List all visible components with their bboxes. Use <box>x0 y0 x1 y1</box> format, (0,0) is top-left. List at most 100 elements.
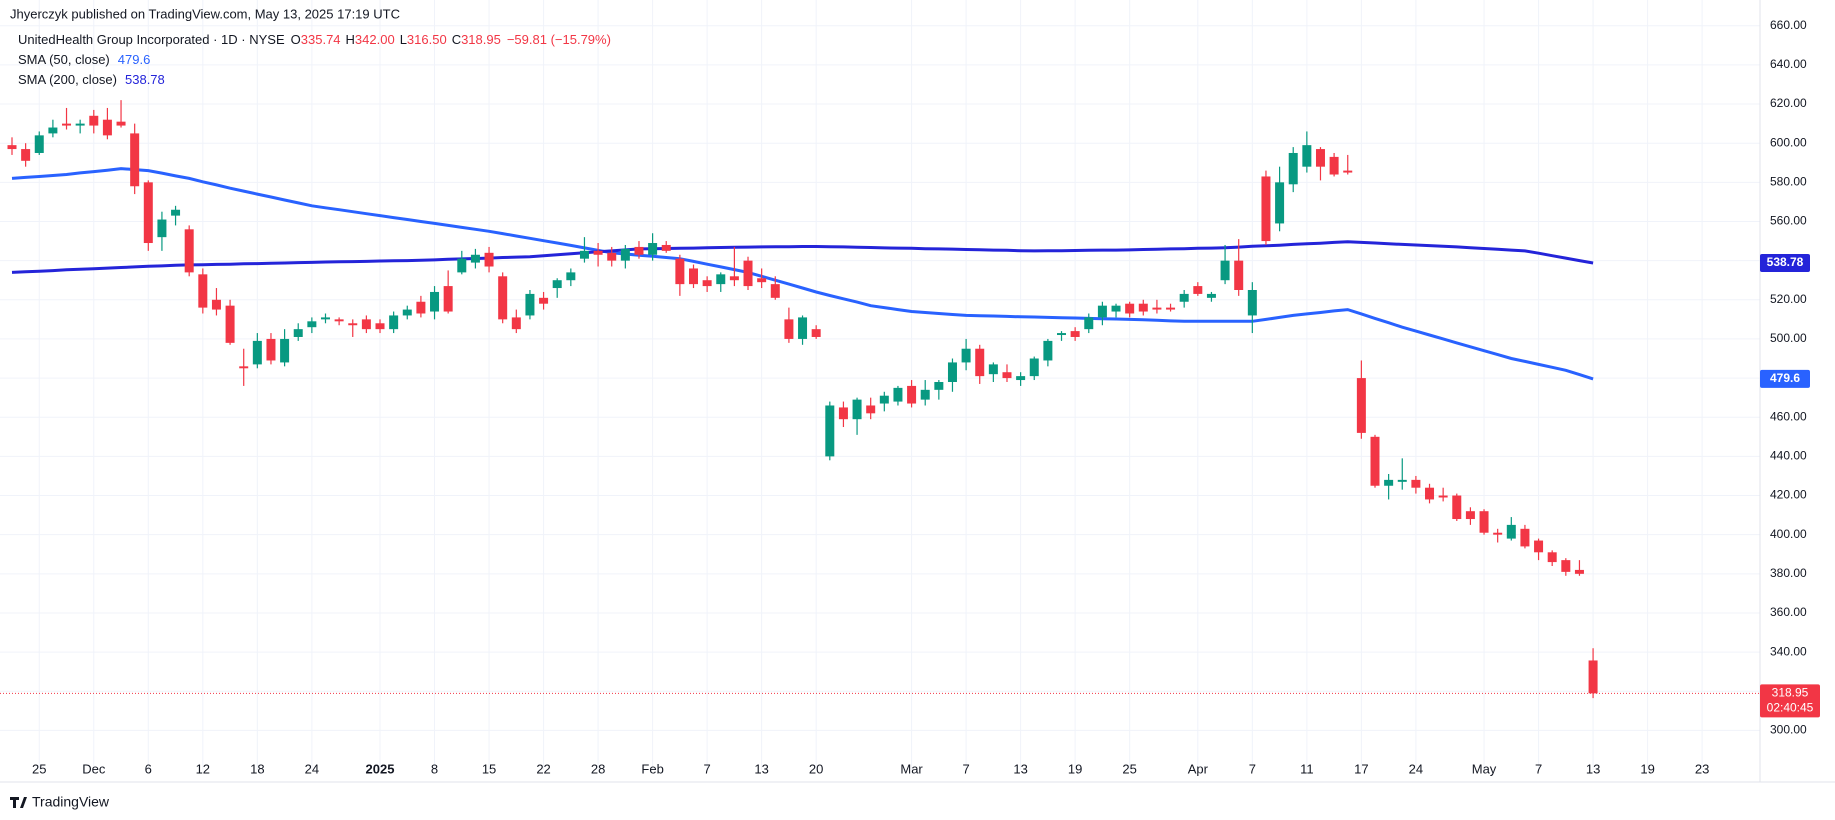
sma-price-badge <box>1760 369 1810 388</box>
last-price-label: 318.95 <box>1772 686 1809 700</box>
candle-body <box>716 274 726 285</box>
grid <box>0 0 1760 770</box>
x-tick-label: 7 <box>704 761 711 776</box>
candle-body <box>770 284 780 298</box>
candle-body <box>634 246 644 255</box>
candle-body <box>102 119 112 136</box>
candle-body <box>1206 293 1216 298</box>
candle-body <box>1411 479 1421 488</box>
x-tick-label: 28 <box>591 761 605 776</box>
candle-body <box>402 309 412 316</box>
candle-body <box>171 209 181 216</box>
y-tick-label: 440.00 <box>1770 449 1807 463</box>
sma-line <box>11 167 1594 381</box>
candle-body <box>457 258 467 273</box>
candle-body <box>498 276 508 320</box>
symbol-title: UnitedHealth Group Incorporated · 1D · N… <box>18 32 285 47</box>
candle-body <box>825 405 835 457</box>
candle-body <box>443 286 453 312</box>
y-tick-label: 580.00 <box>1770 175 1807 189</box>
candle-body <box>920 389 930 400</box>
ohlc-key: L <box>400 32 407 47</box>
candle-body <box>1084 317 1094 330</box>
candle-body <box>1574 569 1584 574</box>
x-tick-label: 25 <box>1122 761 1136 776</box>
x-tick-label: 7 <box>1249 761 1256 776</box>
candle-body <box>430 291 440 312</box>
candle-body <box>811 329 821 337</box>
candle-body <box>907 385 917 404</box>
candle-body <box>661 244 671 251</box>
candle-body <box>961 348 971 363</box>
sma-name: SMA (50, close) <box>18 52 110 67</box>
sma-price-label: 479.6 <box>1770 371 1800 385</box>
x-tick-label: 15 <box>482 761 496 776</box>
candle-body <box>1220 260 1230 281</box>
candle-body <box>798 317 808 339</box>
y-tick-label: 460.00 <box>1770 409 1807 423</box>
candle-body <box>62 123 72 126</box>
candle-body <box>157 219 167 238</box>
candle-body <box>307 321 317 328</box>
candle-body <box>1343 170 1353 173</box>
candle-body <box>239 366 249 369</box>
x-tick-label: 24 <box>305 761 319 776</box>
x-tick-label: 23 <box>1695 761 1709 776</box>
candle-body <box>620 248 630 261</box>
sma-price-label: 538.78 <box>1767 255 1804 269</box>
x-tick-label: Dec <box>82 761 106 776</box>
y-tick-label: 380.00 <box>1770 566 1807 580</box>
y-tick-label: 360.00 <box>1770 605 1807 619</box>
candle-body <box>975 348 985 377</box>
sma-value: 479.6 <box>118 52 151 67</box>
candle-body <box>607 252 617 261</box>
candle-body <box>1247 290 1257 316</box>
x-tick-label: 13 <box>1013 761 1027 776</box>
candle-body <box>1452 495 1462 520</box>
candle-body <box>375 323 385 330</box>
candle-body <box>252 340 262 365</box>
candle-body <box>934 382 944 390</box>
candle-body <box>416 301 426 314</box>
candle-body <box>1029 358 1039 377</box>
candle-body <box>866 405 876 414</box>
candle-body <box>320 317 330 320</box>
candle-body <box>1193 286 1203 294</box>
candle-body <box>280 338 290 363</box>
x-tick-label: 8 <box>431 761 438 776</box>
candle-body <box>988 364 998 375</box>
candle-body <box>1016 376 1026 381</box>
brand-logo: TradingView <box>10 794 110 810</box>
candle-body <box>7 145 17 150</box>
candle-body <box>1097 305 1107 318</box>
x-tick-label: 17 <box>1354 761 1368 776</box>
x-tick-label: 22 <box>536 761 550 776</box>
candle-body <box>1070 331 1080 337</box>
brand-name: TradingView <box>32 794 110 810</box>
candle-body <box>689 268 698 285</box>
candle-body <box>1547 552 1557 563</box>
candle-body <box>48 127 58 134</box>
candle-body <box>511 317 521 330</box>
candle-body <box>729 276 739 281</box>
ohlc-value: 335.74 <box>301 32 341 47</box>
candle-body <box>293 329 303 337</box>
x-tick-label: 18 <box>250 761 264 776</box>
candle-body <box>75 123 85 126</box>
x-tick-label: 25 <box>32 761 46 776</box>
candle-body <box>1261 176 1271 242</box>
y-tick-label: 400.00 <box>1770 527 1807 541</box>
x-tick-label: 12 <box>196 761 210 776</box>
x-tick-label: 6 <box>145 761 152 776</box>
candle-body <box>525 293 535 316</box>
y-tick-label: 500.00 <box>1770 331 1807 345</box>
candle-body <box>1438 495 1448 498</box>
y-tick-label: 520.00 <box>1770 292 1807 306</box>
candle-body <box>1275 182 1285 224</box>
candle-body <box>143 182 153 244</box>
candle-body <box>893 387 903 402</box>
candle-body <box>1493 532 1503 535</box>
candle-body <box>1425 487 1435 500</box>
candle-body <box>757 278 767 283</box>
